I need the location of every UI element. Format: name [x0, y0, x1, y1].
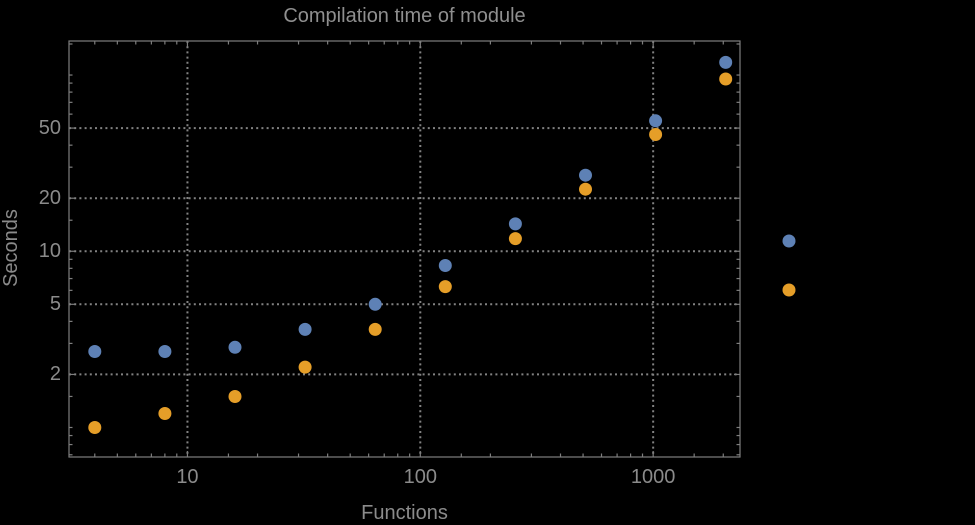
x-tick-label-1000: 1000: [630, 466, 676, 488]
x-tick-label-10: 10: [176, 466, 199, 488]
y-tick-label-20: 20: [38, 187, 61, 210]
data-point-series-orange-x1024: [649, 128, 663, 141]
y-tick-label-5: 5: [49, 293, 61, 316]
y-tick-label-50: 50: [38, 117, 61, 140]
data-point-series-blue-x64: [368, 297, 382, 311]
data-point-series-orange-x16: [228, 390, 242, 403]
y-tick-label-2: 2: [49, 363, 61, 386]
data-point-series-orange-x8: [158, 407, 172, 420]
data-point-series-orange-x128: [438, 280, 452, 294]
data-point-series-blue-x128: [438, 259, 452, 272]
data-point-series-orange-x2048: [719, 72, 733, 86]
data-point-series-orange-x512: [579, 182, 592, 196]
data-point-series-blue-x16: [228, 340, 242, 354]
x-tick-label-100: 100: [403, 466, 437, 488]
x-axis-label: Functions: [361, 502, 448, 524]
legend-marker-blue: [782, 234, 796, 248]
data-point-series-blue-x4: [88, 345, 102, 358]
data-point-series-blue-x256: [508, 217, 522, 231]
data-point-series-blue-x2048: [719, 55, 733, 69]
data-point-series-blue-x512: [579, 168, 592, 182]
data-point-series-orange-x32: [298, 360, 312, 374]
legend-marker-orange: [782, 283, 796, 297]
y-tick-label-10: 10: [38, 240, 61, 263]
plot-frame-border: [68, 40, 741, 458]
data-point-series-orange-x64: [368, 322, 382, 336]
data-point-series-blue-x8: [158, 345, 172, 358]
data-point-series-blue-x1024: [649, 114, 663, 128]
chart-title: Compilation time of module: [283, 5, 526, 27]
data-point-series-blue-x32: [298, 322, 312, 336]
data-point-series-orange-x4: [88, 421, 102, 434]
data-point-series-orange-x256: [508, 232, 522, 246]
